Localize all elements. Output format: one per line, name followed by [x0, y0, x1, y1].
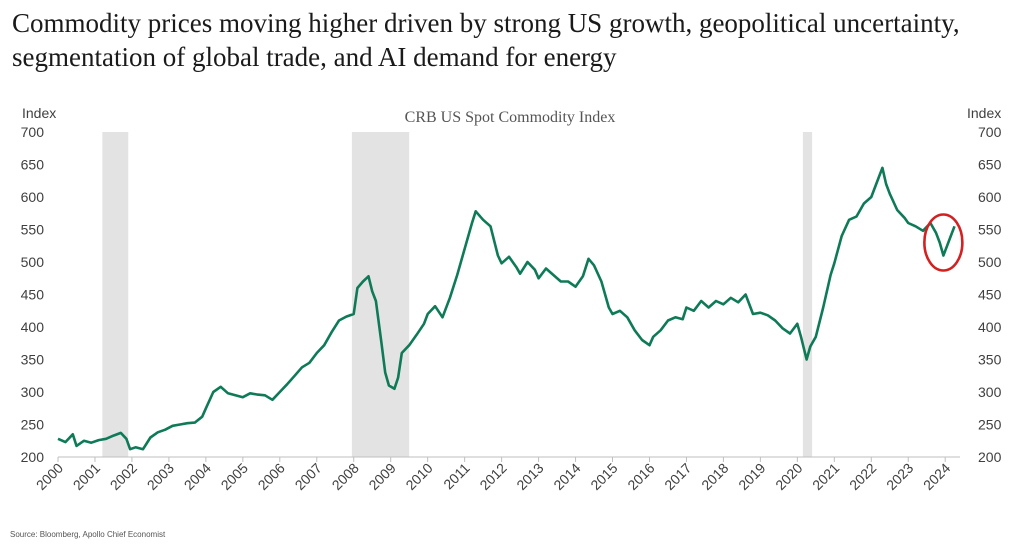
- y-tick-label-right: 400: [978, 319, 1002, 335]
- y-tick-label-right: 250: [978, 417, 1002, 433]
- recession-band: [102, 132, 129, 457]
- y-tick-label-right: 200: [978, 449, 1002, 465]
- x-tick-label: 2012: [476, 460, 509, 493]
- y-tick-label-left: 350: [21, 352, 45, 368]
- y-tick-label-left: 600: [21, 189, 45, 205]
- y-tick-label-right: 700: [978, 124, 1002, 140]
- x-tick-label: 2023: [883, 460, 916, 493]
- y-tick-label-left: 200: [21, 449, 45, 465]
- y-tick-label-right: 450: [978, 287, 1002, 303]
- x-tick-label: 2006: [255, 460, 288, 493]
- x-tick-label: 2016: [624, 460, 657, 493]
- y-axis-unit-right: Index: [967, 105, 1001, 121]
- y-tick-label-right: 300: [978, 384, 1002, 400]
- y-axis-right: 200 250 300 350 400 450 500 550 600 650 700: [978, 124, 1002, 465]
- y-tick-label-right: 500: [978, 254, 1002, 270]
- x-tick-label: 2015: [587, 460, 620, 493]
- y-axis-unit-left: Index: [22, 105, 56, 121]
- x-axis: 2000 2001 2002 2003 2004 2005 2006 2007 2008 2009…: [33, 457, 953, 493]
- y-tick-label-right: 550: [978, 222, 1002, 238]
- recession-bands: [102, 132, 813, 457]
- x-tick-label: 2018: [698, 460, 731, 493]
- y-tick-label-left: 300: [21, 384, 45, 400]
- x-tick-label: 2004: [181, 460, 214, 493]
- y-tick-label-right: 600: [978, 189, 1002, 205]
- x-tick-label: 2010: [402, 460, 435, 493]
- x-tick-label: 2017: [661, 460, 694, 493]
- highlight-circle: [923, 213, 964, 272]
- x-tick-label: 2024: [920, 460, 953, 493]
- headline: Commodity prices moving higher driven by…: [12, 8, 960, 72]
- recession-band: [351, 132, 410, 457]
- y-axis-left: 200 250 300 350 400 450 500 550 600 650 700: [21, 124, 45, 465]
- x-tick-label: 2009: [365, 460, 398, 493]
- y-tick-label-left: 550: [21, 222, 45, 238]
- x-tick-label: 2001: [70, 460, 103, 493]
- y-tick-label-right: 350: [978, 352, 1002, 368]
- y-tick-label-left: 450: [21, 287, 45, 303]
- y-tick-label-left: 700: [21, 124, 45, 140]
- x-tick-label: 2002: [107, 460, 140, 493]
- y-tick-label-left: 400: [21, 319, 45, 335]
- x-tick-label: 2019: [735, 460, 768, 493]
- x-tick-label: 2007: [292, 460, 325, 493]
- x-tick-label: 2022: [846, 460, 879, 493]
- chart-title: CRB US Spot Commodity Index: [405, 109, 616, 126]
- x-tick-label: 2003: [144, 460, 177, 493]
- y-tick-label-left: 250: [21, 417, 45, 433]
- x-tick-label: 2005: [218, 460, 251, 493]
- recession-band: [802, 132, 813, 457]
- series-line: [57, 166, 956, 451]
- y-tick-label-right: 650: [978, 157, 1002, 173]
- x-tick-label: 2014: [550, 460, 583, 493]
- y-tick-label-left: 500: [21, 254, 45, 270]
- x-tick-label: 2013: [513, 460, 546, 493]
- x-tick-label: 2020: [772, 460, 805, 493]
- y-tick-label-left: 650: [21, 157, 45, 173]
- x-tick-label: 2008: [329, 460, 362, 493]
- source-note: Source: Bloomberg, Apollo Chief Economis…: [10, 530, 166, 539]
- x-tick-label: 2011: [440, 460, 473, 493]
- x-tick-label: 2021: [809, 460, 842, 493]
